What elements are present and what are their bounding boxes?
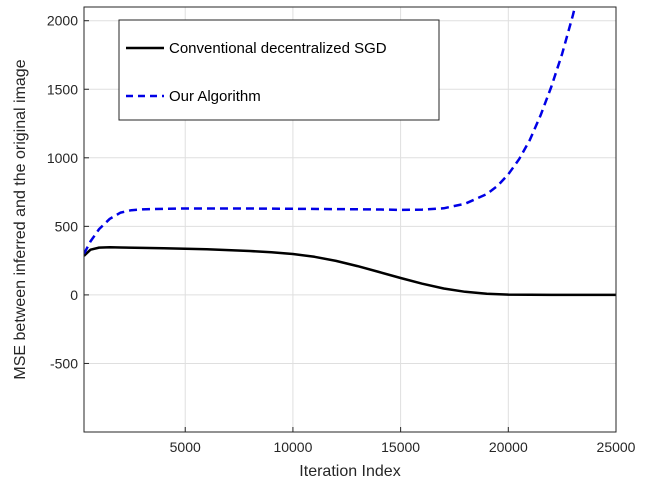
legend: Conventional decentralized SGD Our Algor…	[118, 19, 440, 121]
y-tick-label: -500	[50, 355, 78, 371]
legend-label-our-algorithm: Our Algorithm	[169, 88, 261, 105]
x-tick-label: 5000	[170, 439, 201, 455]
y-tick-label: 1000	[47, 150, 78, 166]
y-tick-label: 2000	[47, 13, 78, 29]
plot-frame	[83, 6, 617, 433]
x-tick-label: 20000	[489, 439, 528, 455]
y-tick-label: 0	[70, 287, 78, 303]
y-tick-label: 1500	[47, 81, 78, 97]
axis-ticks: 5000 10000 15000 20000 25000 -500 0 500 1000 1500…	[47, 13, 636, 455]
legend-box	[118, 19, 440, 121]
x-axis-title: Iteration Index	[299, 463, 400, 480]
y-axis-title: MSE between inferred and the original im…	[12, 59, 29, 379]
legend-label-conventional-sgd: Conventional decentralized SGD	[169, 40, 387, 57]
series-lines	[84, 7, 616, 297]
x-tick-label: 10000	[273, 439, 312, 455]
x-tick-label: 25000	[597, 439, 636, 455]
series-line-0	[84, 246, 616, 297]
x-tick-label: 15000	[381, 439, 420, 455]
y-tick-label: 500	[55, 218, 79, 234]
series-line-1	[84, 7, 577, 255]
